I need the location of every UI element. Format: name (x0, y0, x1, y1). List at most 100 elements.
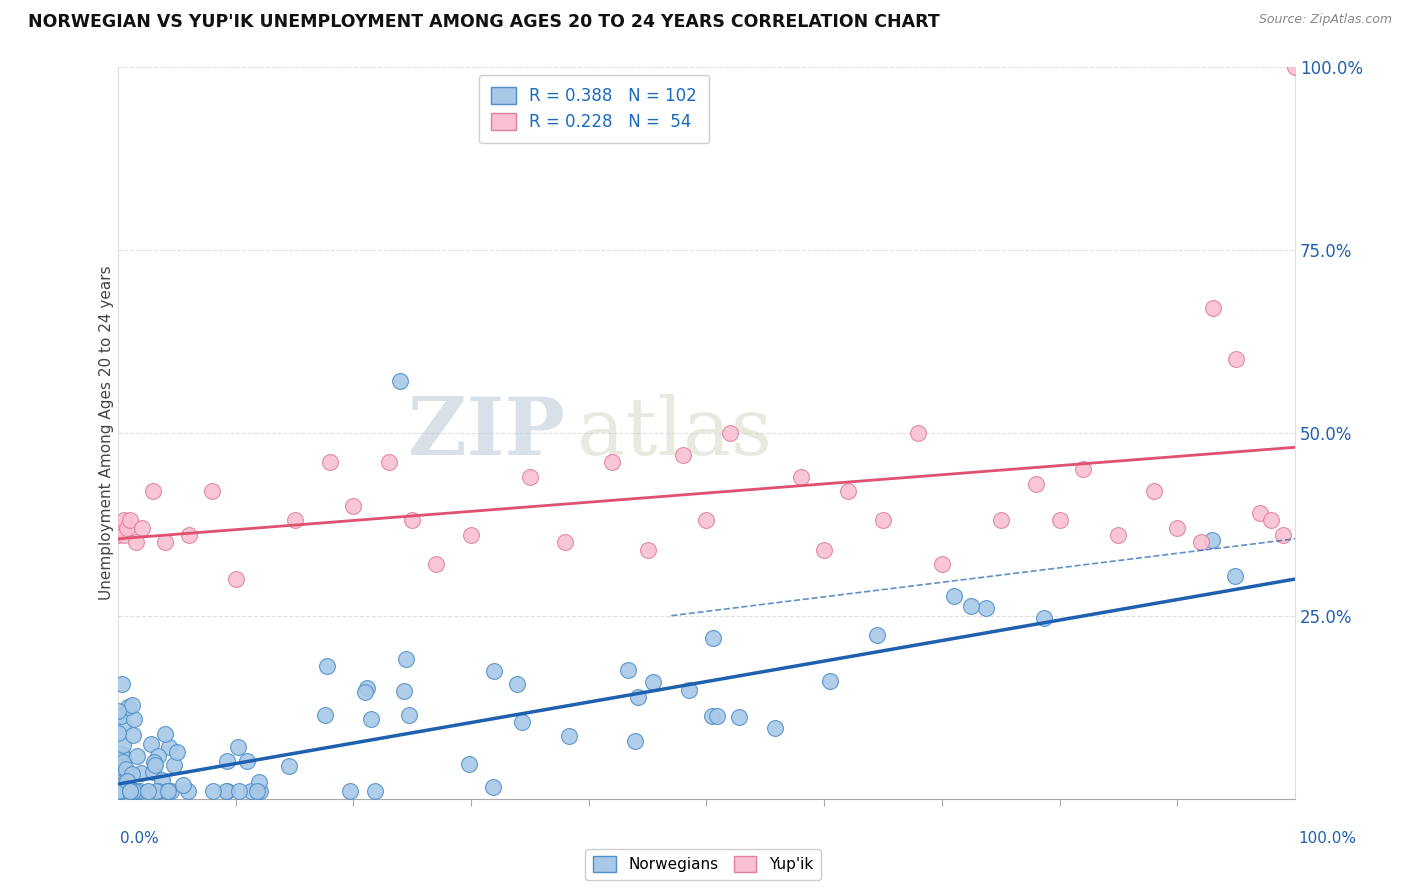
Point (127, 748, 149, 763)
Point (1272, 528, 1295, 542)
Point (160, 784, 183, 798)
Point (641, 675, 664, 690)
Point (156, 784, 179, 798)
Point (202, 784, 225, 798)
Point (342, 499, 364, 513)
Point (1049, 514, 1071, 528)
Point (554, 535, 576, 549)
Point (789, 469, 811, 483)
Point (107, 784, 129, 798)
Point (484, 664, 506, 678)
Point (110, 747, 132, 761)
Point (107, 784, 129, 798)
Point (107, 528, 129, 542)
Y-axis label: Unemployment Among Ages 20 to 24 years: Unemployment Among Ages 20 to 24 years (100, 265, 114, 600)
Point (398, 708, 420, 723)
Point (214, 784, 236, 798)
Point (672, 448, 695, 462)
Point (931, 558, 953, 572)
Point (425, 558, 447, 572)
Point (108, 784, 131, 798)
Point (215, 754, 238, 768)
Point (110, 779, 132, 793)
Point (112, 514, 135, 528)
Point (907, 425, 929, 440)
Point (143, 755, 166, 769)
Legend: R = 0.388   N = 102, R = 0.228   N =  54: R = 0.388 N = 102, R = 0.228 N = 54 (479, 75, 709, 143)
Point (131, 521, 153, 535)
Point (141, 737, 163, 751)
Point (990, 514, 1012, 528)
Legend: Norwegians, Yup'ik: Norwegians, Yup'ik (585, 848, 821, 880)
Point (314, 707, 336, 722)
Point (1284, 60, 1306, 74)
Point (111, 677, 134, 691)
Point (706, 708, 728, 723)
Point (637, 542, 659, 557)
Point (360, 712, 382, 726)
Text: 100.0%: 100.0% (1299, 831, 1357, 846)
Point (111, 738, 134, 752)
Point (319, 455, 342, 469)
Point (401, 514, 423, 528)
Point (1225, 569, 1247, 583)
Point (616, 663, 638, 677)
Point (872, 514, 894, 528)
Point (117, 521, 139, 535)
Point (392, 684, 415, 698)
Text: ZIP: ZIP (408, 393, 565, 472)
Point (107, 521, 129, 535)
Point (1225, 352, 1247, 367)
Point (1189, 535, 1212, 549)
Point (107, 784, 129, 798)
Point (278, 759, 301, 773)
Point (156, 784, 179, 798)
Point (110, 784, 132, 798)
Text: Source: ZipAtlas.com: Source: ZipAtlas.com (1258, 13, 1392, 27)
Point (519, 469, 541, 483)
Point (315, 659, 337, 673)
Point (356, 681, 378, 695)
Point (1166, 521, 1188, 535)
Point (112, 760, 135, 774)
Point (718, 425, 741, 440)
Point (283, 514, 305, 528)
Point (695, 514, 717, 528)
Point (813, 542, 835, 557)
Point (111, 719, 134, 733)
Point (339, 784, 361, 798)
Point (146, 784, 169, 798)
Point (112, 528, 135, 542)
Point (124, 535, 146, 549)
Point (215, 784, 238, 798)
Point (976, 601, 998, 615)
Point (122, 784, 145, 798)
Point (354, 685, 377, 699)
Point (121, 766, 143, 780)
Point (145, 784, 167, 798)
Point (153, 535, 176, 549)
Point (117, 699, 139, 714)
Point (110, 777, 132, 791)
Point (235, 754, 257, 768)
Point (246, 784, 269, 798)
Point (111, 747, 134, 761)
Point (120, 784, 142, 798)
Point (1033, 610, 1056, 624)
Point (1107, 528, 1129, 542)
Point (157, 740, 180, 755)
Point (702, 632, 724, 646)
Point (143, 758, 166, 772)
Point (960, 599, 983, 614)
Point (240, 784, 263, 798)
Point (678, 683, 700, 698)
Point (364, 784, 387, 798)
Point (1201, 533, 1223, 547)
Point (510, 715, 533, 730)
Point (129, 766, 152, 780)
Point (558, 729, 581, 743)
Point (108, 759, 131, 773)
Point (117, 774, 139, 789)
Point (201, 484, 224, 499)
Point (110, 784, 132, 798)
